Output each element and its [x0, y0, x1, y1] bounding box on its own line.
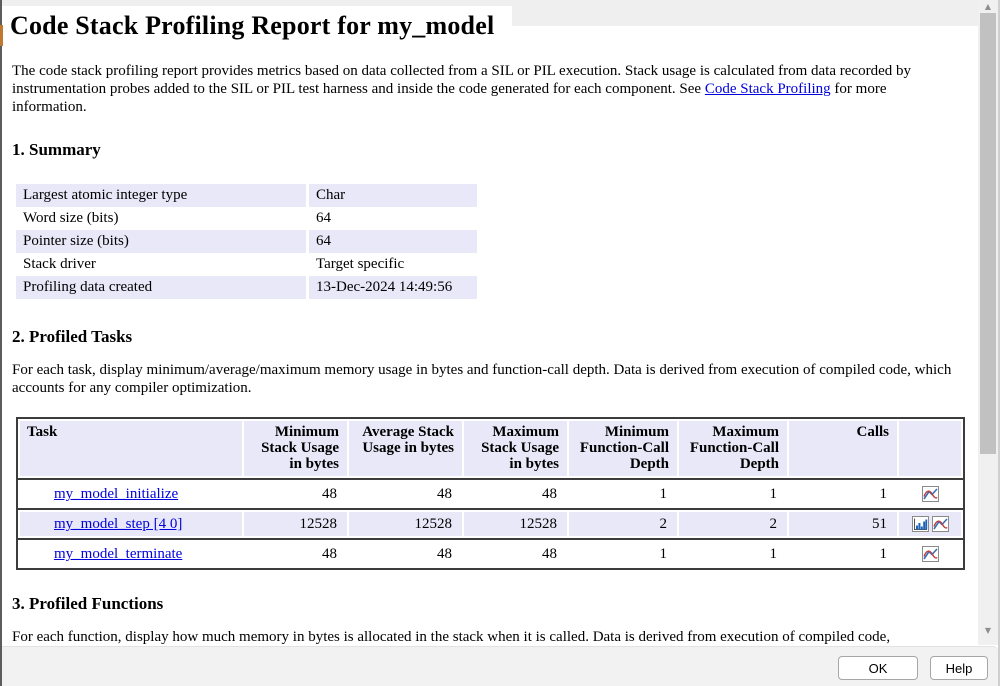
task-link-initialize[interactable]: my_model_initialize	[54, 486, 179, 502]
summary-label: Stack driver	[16, 253, 306, 276]
column-header-min-stack: Minimum Stack Usage in bytes	[244, 421, 347, 476]
summary-value: Char	[309, 184, 477, 207]
tasks-table-header-row: Task Minimum Stack Usage in bytes Averag…	[18, 419, 963, 478]
help-button[interactable]: Help	[930, 656, 988, 680]
line-plot-icon[interactable]	[931, 516, 949, 532]
avg-stack-cell: 48	[349, 542, 462, 566]
line-plot-icon[interactable]	[921, 546, 939, 562]
profiled-functions-heading: 3. Profiled Functions	[12, 594, 164, 613]
task-link-step[interactable]: my_model_step [4 0]	[54, 516, 183, 532]
scroll-up-arrow-icon[interactable]: ▲	[984, 2, 992, 11]
min-stack-cell: 48	[244, 482, 347, 506]
task-link-terminate[interactable]: my_model_terminate	[54, 546, 183, 562]
summary-label: Pointer size (bits)	[16, 230, 306, 253]
min-depth-cell: 2	[569, 512, 677, 536]
task-cell: my_model_step [4 0]	[20, 512, 242, 536]
avg-stack-cell: 48	[349, 482, 462, 506]
ok-button[interactable]: OK	[838, 656, 918, 680]
table-row: my_model_terminate 48 48 48 1 1 1	[18, 538, 963, 568]
table-row: Word size (bits) 64	[16, 207, 489, 230]
summary-value: 13-Dec-2024 14:49:56	[309, 276, 477, 299]
plots-cell	[899, 542, 961, 566]
intro-paragraph: The code stack profiling report provides…	[12, 62, 964, 116]
tasks-description: For each task, display minimum/average/m…	[12, 362, 952, 396]
calls-cell: 1	[789, 482, 897, 506]
max-depth-cell: 1	[679, 542, 787, 566]
table-row: Largest atomic integer type Char	[16, 184, 489, 207]
column-header-avg-stack: Average Stack Usage in bytes	[349, 421, 462, 476]
table-row: Stack driver Target specific	[16, 253, 489, 276]
bar-chart-icon[interactable]	[911, 516, 929, 532]
plots-cell	[899, 512, 961, 536]
table-row: my_model_step [4 0] 12528 12528 12528 2 …	[18, 508, 963, 538]
page-title: Code Stack Profiling Report for my_model	[2, 6, 513, 48]
summary-value: 64	[309, 230, 477, 253]
functions-description: For each function, display how much memo…	[12, 629, 891, 645]
plots-cell	[899, 482, 961, 506]
column-header-max-depth: Maximum Function-Call Depth	[679, 421, 787, 476]
window-left-border	[0, 0, 2, 686]
max-stack-cell: 48	[464, 482, 567, 506]
column-header-min-depth: Minimum Function-Call Depth	[569, 421, 677, 476]
column-header-max-stack: Maximum Stack Usage in bytes	[464, 421, 567, 476]
table-row: my_model_initialize 48 48 48 1 1 1	[18, 478, 963, 508]
table-row: Profiling data created 13-Dec-2024 14:49…	[16, 276, 489, 299]
summary-label: Largest atomic integer type	[16, 184, 306, 207]
calls-cell: 1	[789, 542, 897, 566]
window-right-border	[998, 0, 1000, 686]
calls-cell: 51	[789, 512, 897, 536]
task-cell: my_model_initialize	[20, 482, 242, 506]
max-stack-cell: 48	[464, 542, 567, 566]
summary-label: Profiling data created	[16, 276, 306, 299]
window-accent-notch	[0, 25, 3, 46]
tasks-table: Task Minimum Stack Usage in bytes Averag…	[16, 417, 965, 570]
max-depth-cell: 2	[679, 512, 787, 536]
task-cell: my_model_terminate	[20, 542, 242, 566]
vertical-scrollbar[interactable]: ▲ ▼	[978, 0, 998, 645]
scrollbar-thumb[interactable]	[980, 13, 996, 454]
column-header-calls: Calls	[789, 421, 897, 476]
intro-text-after: for more information.	[12, 81, 887, 115]
code-stack-profiling-link[interactable]: Code Stack Profiling	[704, 81, 831, 97]
profiled-tasks-heading: 2. Profiled Tasks	[12, 327, 133, 346]
min-depth-cell: 1	[569, 542, 677, 566]
dialog-button-bar: OK Help	[0, 646, 1000, 686]
report-page: Code Stack Profiling Report for my_model…	[2, 0, 978, 646]
summary-value: Target specific	[309, 253, 477, 276]
column-header-plots	[899, 421, 961, 476]
min-stack-cell: 48	[244, 542, 347, 566]
column-header-task: Task	[20, 421, 242, 476]
summary-table: Largest atomic integer type Char Word si…	[16, 184, 489, 299]
intro-text-before: The code stack profiling report provides…	[12, 63, 911, 97]
min-stack-cell: 12528	[244, 512, 347, 536]
summary-value: 64	[309, 207, 477, 230]
summary-heading: 1. Summary	[12, 140, 101, 159]
max-stack-cell: 12528	[464, 512, 567, 536]
avg-stack-cell: 12528	[349, 512, 462, 536]
min-depth-cell: 1	[569, 482, 677, 506]
line-plot-icon[interactable]	[921, 486, 939, 502]
max-depth-cell: 1	[679, 482, 787, 506]
scroll-down-arrow-icon[interactable]: ▼	[984, 626, 992, 635]
summary-label: Word size (bits)	[16, 207, 306, 230]
table-row: Pointer size (bits) 64	[16, 230, 489, 253]
